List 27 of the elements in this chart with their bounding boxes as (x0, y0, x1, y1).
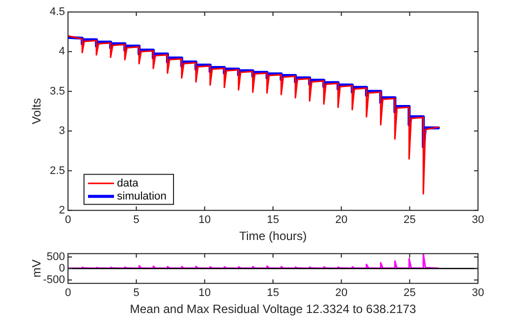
x-tick-label: 30 (472, 214, 484, 226)
legend-label: simulation (117, 190, 167, 202)
y-tick-label: -500 (42, 274, 65, 286)
x-tick-label: 25 (404, 214, 416, 226)
y-axis-title: Volts (30, 98, 44, 124)
x-tick-label: 15 (266, 214, 280, 226)
x-tick-label: 15 (266, 287, 280, 300)
y-tick-label: 500 (46, 251, 65, 264)
y-tick-label: 2 (58, 204, 65, 216)
x-tick-label: 10 (198, 287, 211, 300)
y-tick-label: 0 (58, 262, 65, 275)
x-axis-title: Time (hours) (239, 229, 307, 244)
x-axis-title: Mean and Max Residual Voltage 12.3324 to 638.2173 (130, 302, 416, 316)
x-tick-label: 20 (335, 287, 348, 300)
x-tick-label: 10 (198, 214, 211, 226)
x-tick-label: 5 (133, 214, 140, 226)
x-tick-label: 30 (472, 287, 484, 300)
x-tick-label: 20 (335, 214, 348, 226)
x-tick-label: 5 (133, 287, 140, 300)
y-tick-label: 3 (58, 125, 65, 138)
legend-label: data (117, 177, 140, 190)
x-tick-label: 25 (404, 287, 416, 300)
y-tick-label: 2.5 (50, 164, 65, 177)
y-tick-label: 4.5 (50, 6, 65, 18)
y-tick-label: 4 (58, 46, 65, 58)
y-axis-title: mV (30, 260, 44, 278)
y-tick-label: 3.5 (50, 85, 65, 98)
